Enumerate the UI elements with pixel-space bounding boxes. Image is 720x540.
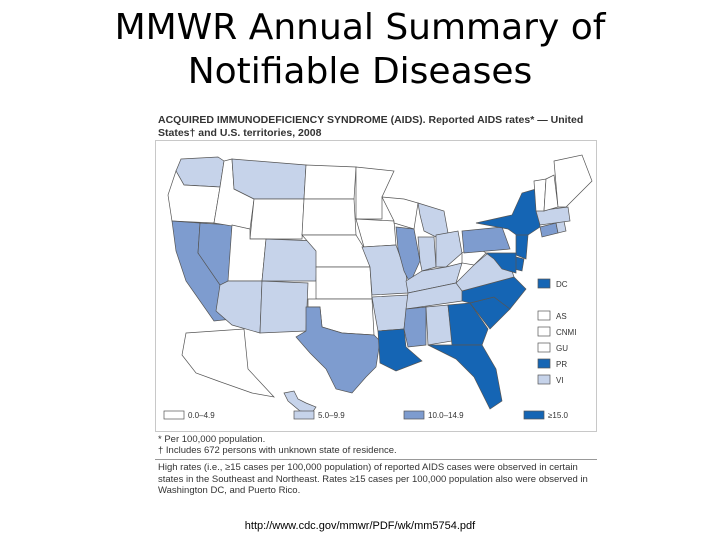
territory-swatch-vi xyxy=(537,374,551,385)
slide-title-line-1: MMWR Annual Summary of xyxy=(114,7,606,48)
territory-label-dc: DC xyxy=(556,280,568,289)
state-ak xyxy=(181,328,275,398)
state-nj xyxy=(515,234,529,260)
states-layer xyxy=(167,154,593,414)
summary-line-1: High rates (i.e., ≥15 cases per 100,000 … xyxy=(158,462,578,473)
footnote-per-100000: * Per 100,000 population. xyxy=(158,434,266,445)
legend-label-3: ≥15.0 xyxy=(548,411,569,420)
state-sd xyxy=(301,198,357,236)
state-ks xyxy=(315,266,373,300)
state-fl xyxy=(427,344,503,410)
legend-swatch-0 xyxy=(163,410,185,420)
state-mt xyxy=(231,158,307,200)
state-ms xyxy=(403,306,427,348)
legend-label-0: 0.0–4.9 xyxy=(188,411,215,420)
territory-swatch-pr xyxy=(537,358,551,369)
state-ar xyxy=(371,294,409,332)
footnotes: * Per 100,000 population. † Includes 672… xyxy=(158,434,598,456)
territory-label-cnmi: CNMI xyxy=(556,328,576,337)
us-choropleth-map: 0.0–4.9 5.0–9.9 10.0–14.9 ≥15.0 DC AS CNMI GU P… xyxy=(163,154,593,420)
territory-swatch-as xyxy=(537,310,551,321)
summary-line-2: states in the Southeast and Northeast. R… xyxy=(158,473,588,485)
state-md xyxy=(484,252,517,274)
state-ga xyxy=(447,302,489,346)
territory-label-as: AS xyxy=(556,312,567,321)
map-title: ACQUIRED IMMUNODEFICIENCY SYNDROME (AIDS… xyxy=(158,114,598,140)
territories-legend: DC AS CNMI GU PR VI xyxy=(537,278,576,385)
state-mn xyxy=(355,166,395,220)
state-al xyxy=(425,304,453,346)
legend-swatch-2 xyxy=(403,410,425,420)
territory-label-pr: PR xyxy=(556,360,567,369)
legend-label-2: 10.0–14.9 xyxy=(428,411,464,420)
state-in xyxy=(417,236,437,272)
territory-label-vi: VI xyxy=(556,376,564,385)
territory-swatch-cnmi xyxy=(537,326,551,337)
territory-swatch-dc xyxy=(537,278,551,289)
state-hi xyxy=(283,390,317,414)
legend-label-1: 5.0–9.9 xyxy=(318,411,345,420)
slide-title-line-2: Notifiable Diseases xyxy=(187,51,533,92)
state-mi xyxy=(417,202,449,238)
state-oh xyxy=(435,230,463,268)
territory-swatch-gu xyxy=(537,342,551,353)
legend-layer: 0.0–4.9 5.0–9.9 10.0–14.9 ≥15.0 xyxy=(163,410,569,420)
state-wy xyxy=(249,198,305,240)
state-ia xyxy=(355,218,397,248)
state-ct xyxy=(539,222,559,238)
summary-line-3: Washington DC, and Puerto Rico. xyxy=(158,485,301,496)
state-me xyxy=(553,154,593,208)
state-nm xyxy=(259,280,309,334)
footnote-unknown-residence: † Includes 672 persons with unknown stat… xyxy=(158,445,397,456)
map-frame: 0.0–4.9 5.0–9.9 10.0–14.9 ≥15.0 DC AS CNMI GU P… xyxy=(155,140,597,432)
legend-swatch-3 xyxy=(523,410,545,420)
territory-label-gu: GU xyxy=(556,344,568,353)
slide-title: MMWR Annual Summary of Notifiable Diseas… xyxy=(0,6,720,94)
map-title-line-1: ACQUIRED IMMUNODEFICIENCY SYNDROME (AIDS… xyxy=(158,114,584,126)
state-co xyxy=(261,238,319,282)
state-az xyxy=(215,280,263,334)
state-pa xyxy=(461,226,511,254)
divider xyxy=(155,459,597,460)
state-wa xyxy=(175,156,225,188)
state-nc xyxy=(461,276,527,310)
map-title-line-2: States† and U.S. territories, 2008 xyxy=(158,127,322,139)
legend-swatch-1 xyxy=(293,410,315,420)
state-ma xyxy=(535,206,571,226)
state-tx xyxy=(295,306,381,394)
summary-text: High rates (i.e., ≥15 cases per 100,000 … xyxy=(158,462,598,497)
state-nd xyxy=(303,164,357,200)
source-link[interactable]: http://www.cdc.gov/mmwr/PDF/wk/mm5754.pd… xyxy=(244,520,476,532)
